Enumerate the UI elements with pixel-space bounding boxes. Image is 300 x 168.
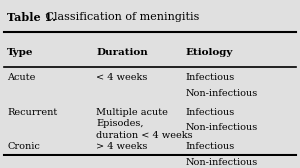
Text: Non-infectious: Non-infectious	[186, 123, 258, 132]
Text: Cronic: Cronic	[7, 142, 40, 151]
Text: Duration: Duration	[97, 48, 148, 57]
Text: Non-infectious: Non-infectious	[186, 158, 258, 167]
Text: Acute: Acute	[7, 73, 36, 82]
Text: < 4 weeks: < 4 weeks	[97, 73, 148, 82]
Text: Table 1.: Table 1.	[7, 12, 56, 23]
Text: Non-infectious: Non-infectious	[186, 89, 258, 98]
Text: Infectious: Infectious	[186, 108, 235, 117]
Text: Infectious: Infectious	[186, 142, 235, 151]
Text: Classification of meningitis: Classification of meningitis	[41, 12, 199, 22]
Text: Multiple acute
Episodes,
duration < 4 weeks: Multiple acute Episodes, duration < 4 we…	[97, 108, 193, 140]
Text: Type: Type	[7, 48, 34, 57]
Text: Recurrent: Recurrent	[7, 108, 58, 117]
Text: Etiology: Etiology	[186, 48, 233, 57]
Text: > 4 weeks: > 4 weeks	[97, 142, 148, 151]
Text: Infectious: Infectious	[186, 73, 235, 82]
